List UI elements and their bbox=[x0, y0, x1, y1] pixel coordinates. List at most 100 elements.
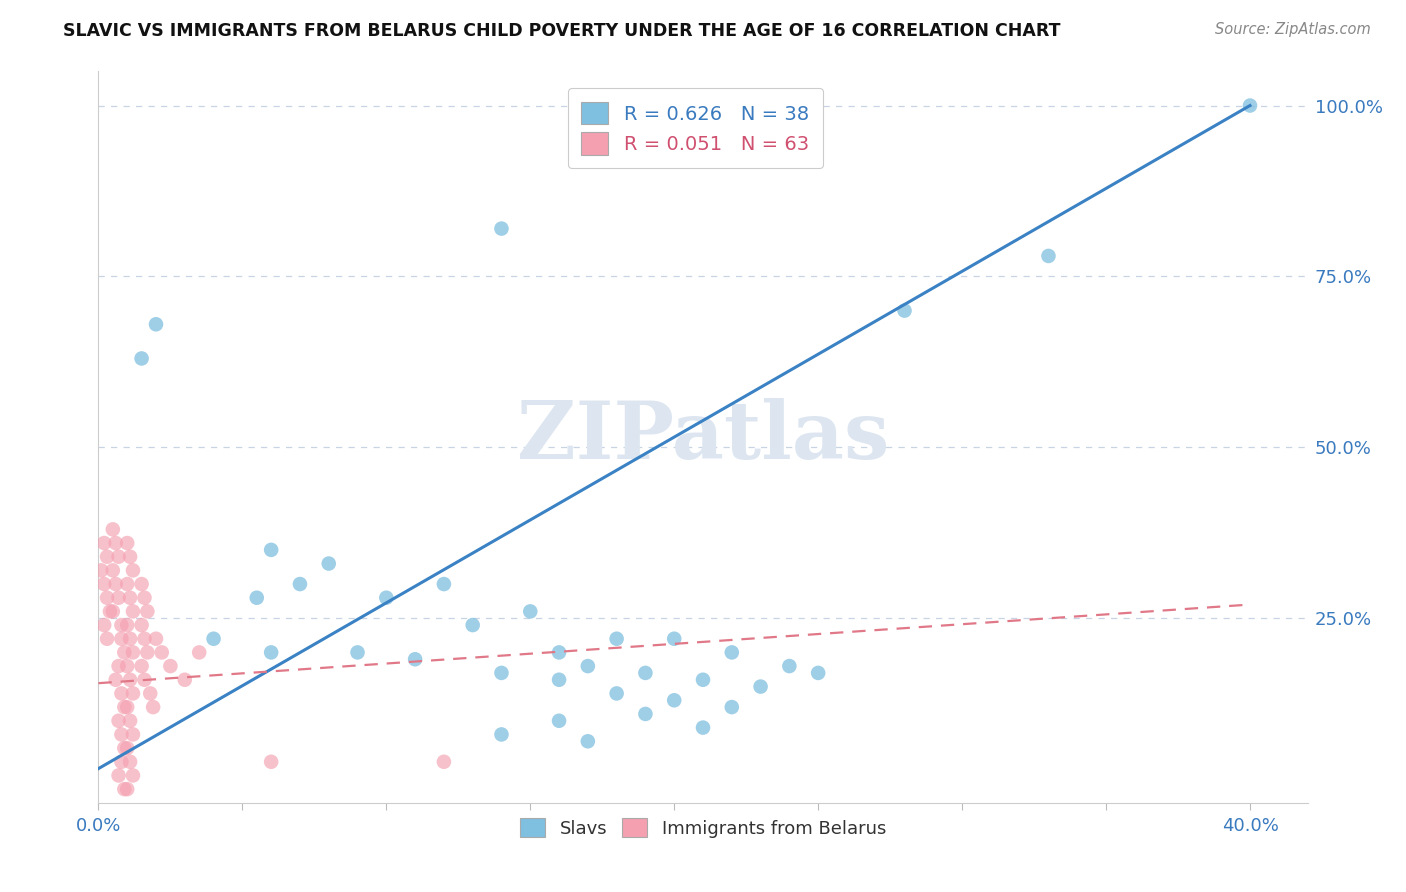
Point bbox=[606, 686, 628, 700]
Point bbox=[93, 536, 115, 550]
Point bbox=[1239, 98, 1261, 112]
Point bbox=[112, 741, 135, 756]
Point bbox=[115, 536, 138, 550]
Point bbox=[110, 755, 132, 769]
Point bbox=[548, 645, 571, 659]
Point bbox=[131, 659, 153, 673]
Point bbox=[634, 706, 657, 721]
Point bbox=[96, 549, 118, 564]
Text: ZIPatlas: ZIPatlas bbox=[517, 398, 889, 476]
Point bbox=[433, 577, 456, 591]
Point bbox=[606, 632, 628, 646]
Point bbox=[107, 549, 129, 564]
Point bbox=[115, 577, 138, 591]
Point bbox=[120, 591, 142, 605]
Point bbox=[122, 604, 145, 618]
Point bbox=[375, 591, 398, 605]
Point bbox=[122, 768, 145, 782]
Point bbox=[131, 351, 153, 366]
Point bbox=[120, 714, 142, 728]
Point bbox=[136, 604, 159, 618]
Point bbox=[112, 700, 135, 714]
Point bbox=[104, 673, 127, 687]
Point bbox=[93, 618, 115, 632]
Point bbox=[134, 673, 156, 687]
Point bbox=[93, 577, 115, 591]
Point bbox=[120, 755, 142, 769]
Point bbox=[318, 557, 340, 571]
Point bbox=[260, 645, 283, 659]
Point bbox=[692, 721, 714, 735]
Point bbox=[173, 673, 195, 687]
Point bbox=[664, 632, 686, 646]
Text: Source: ZipAtlas.com: Source: ZipAtlas.com bbox=[1215, 22, 1371, 37]
Point bbox=[491, 727, 513, 741]
Point bbox=[720, 700, 742, 714]
Point bbox=[107, 768, 129, 782]
Point bbox=[115, 700, 138, 714]
Point bbox=[112, 645, 135, 659]
Point bbox=[188, 645, 211, 659]
Point bbox=[110, 618, 132, 632]
Point bbox=[749, 680, 772, 694]
Point bbox=[122, 563, 145, 577]
Text: SLAVIC VS IMMIGRANTS FROM BELARUS CHILD POVERTY UNDER THE AGE OF 16 CORRELATION : SLAVIC VS IMMIGRANTS FROM BELARUS CHILD … bbox=[63, 22, 1060, 40]
Point bbox=[778, 659, 800, 673]
Point bbox=[120, 632, 142, 646]
Point bbox=[246, 591, 269, 605]
Point bbox=[346, 645, 368, 659]
Point bbox=[491, 665, 513, 680]
Point bbox=[122, 645, 145, 659]
Point bbox=[150, 645, 173, 659]
Point bbox=[159, 659, 181, 673]
Point bbox=[115, 741, 138, 756]
Point bbox=[107, 659, 129, 673]
Point bbox=[115, 618, 138, 632]
Point bbox=[807, 665, 830, 680]
Point bbox=[139, 686, 162, 700]
Point bbox=[260, 755, 283, 769]
Point bbox=[288, 577, 311, 591]
Point bbox=[634, 665, 657, 680]
Point bbox=[107, 714, 129, 728]
Point bbox=[131, 618, 153, 632]
Point bbox=[142, 700, 165, 714]
Point bbox=[115, 782, 138, 797]
Point bbox=[98, 604, 121, 618]
Point bbox=[664, 693, 686, 707]
Point bbox=[145, 318, 167, 332]
Point bbox=[893, 303, 915, 318]
Point bbox=[110, 727, 132, 741]
Point bbox=[260, 542, 283, 557]
Point bbox=[519, 604, 541, 618]
Point bbox=[576, 734, 599, 748]
Point bbox=[90, 563, 112, 577]
Point bbox=[548, 714, 571, 728]
Point bbox=[131, 577, 153, 591]
Point bbox=[136, 645, 159, 659]
Point bbox=[548, 673, 571, 687]
Point bbox=[122, 727, 145, 741]
Point bbox=[202, 632, 225, 646]
Point bbox=[134, 591, 156, 605]
Point bbox=[120, 549, 142, 564]
Point bbox=[120, 673, 142, 687]
Point bbox=[107, 591, 129, 605]
Point bbox=[112, 782, 135, 797]
Point bbox=[576, 659, 599, 673]
Point bbox=[104, 536, 127, 550]
Point bbox=[101, 604, 124, 618]
Point bbox=[96, 591, 118, 605]
Point bbox=[404, 652, 426, 666]
Point bbox=[134, 632, 156, 646]
Point bbox=[110, 686, 132, 700]
Point bbox=[96, 632, 118, 646]
Point bbox=[692, 673, 714, 687]
Point bbox=[110, 632, 132, 646]
Point bbox=[1038, 249, 1060, 263]
Point bbox=[104, 577, 127, 591]
Point bbox=[115, 659, 138, 673]
Point bbox=[101, 522, 124, 536]
Legend: Slavs, Immigrants from Belarus: Slavs, Immigrants from Belarus bbox=[513, 811, 893, 845]
Point bbox=[461, 618, 484, 632]
